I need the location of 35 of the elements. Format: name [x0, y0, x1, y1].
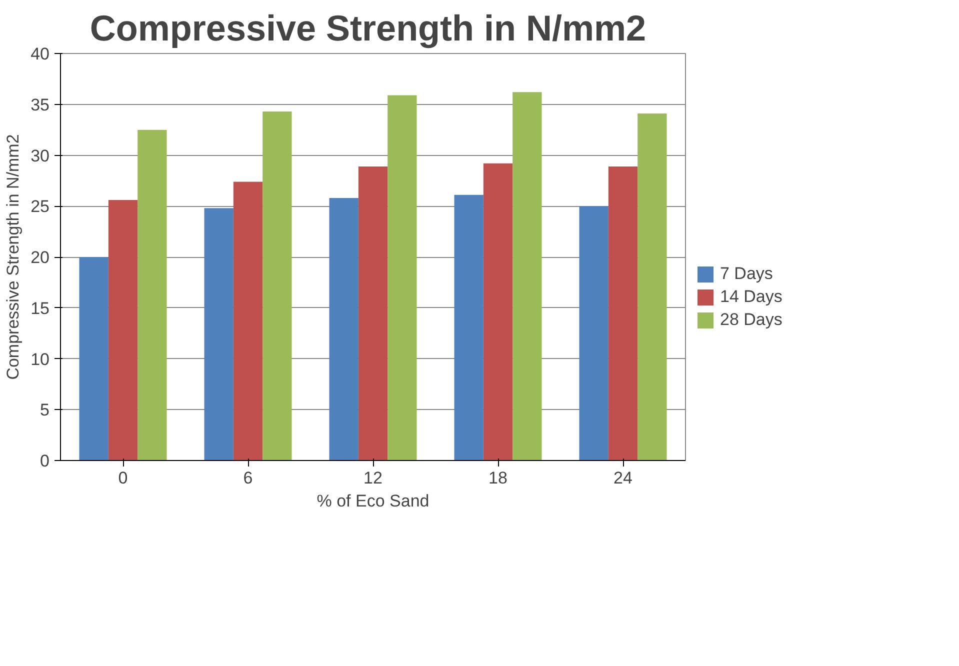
legend-label: 28 Days: [720, 310, 782, 330]
y-tick-label: 0: [40, 452, 50, 470]
y-tick-label: 35: [30, 95, 50, 114]
y-tick-label: 40: [30, 44, 50, 64]
y-tick-label: 15: [30, 298, 50, 318]
x-tick-label: 24: [614, 468, 632, 488]
chart-title: Compressive Strength in N/mm2: [90, 8, 646, 48]
x-tick-label: 0: [118, 468, 128, 488]
bar: [388, 95, 417, 460]
y-tick-label: 25: [30, 197, 50, 216]
y-tick-label: 10: [30, 350, 50, 369]
bar: [608, 166, 638, 460]
bar: [262, 111, 292, 460]
bar: [579, 206, 608, 460]
bar: [483, 163, 513, 460]
legend-label: 7 Days: [720, 264, 773, 284]
x-tick-label: 6: [243, 468, 253, 488]
bar: [108, 200, 138, 460]
legend-label: 14 Days: [720, 287, 782, 307]
y-tick-label: 20: [30, 248, 50, 267]
x-tick-label: 12: [364, 468, 382, 488]
x-axis-title: % of Eco Sand: [316, 492, 430, 510]
bar: [233, 182, 263, 460]
bar: [454, 194, 484, 460]
bar: [329, 198, 358, 460]
y-tick-label: 30: [30, 146, 50, 166]
bar: [138, 130, 167, 460]
bar: [512, 92, 542, 460]
bar: [638, 114, 667, 460]
bar: [204, 208, 234, 460]
bar: [358, 166, 388, 460]
x-tick-label: 18: [488, 468, 508, 488]
bar: [79, 257, 108, 460]
y-tick-label: 5: [40, 400, 50, 420]
y-axis-title: Compressive Strength in N/mm2: [4, 134, 23, 380]
